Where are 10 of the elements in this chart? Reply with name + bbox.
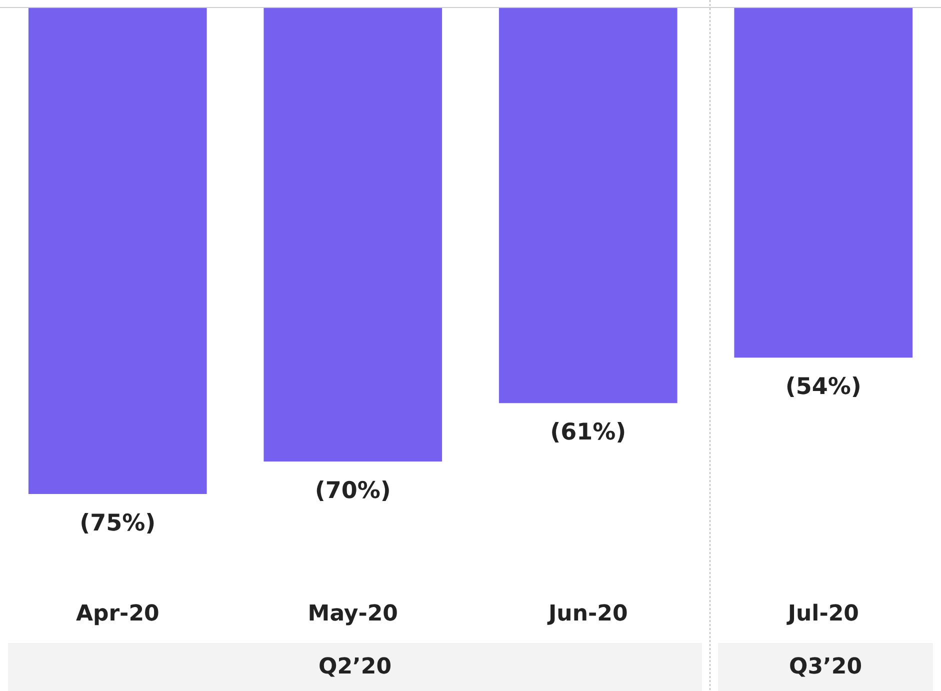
data-label: (54%) — [785, 374, 862, 400]
x-tick-label: Jun-20 — [546, 602, 628, 626]
x-tick-label: Jul-20 — [786, 602, 859, 626]
text: Q2’20 — [318, 654, 392, 680]
x-tick-label: Apr-20 — [76, 602, 160, 626]
text: Q3’20 — [789, 654, 862, 680]
x-tick-label: May-20 — [308, 602, 398, 626]
data-label: (75%) — [80, 510, 156, 536]
data-label: (61%) — [550, 420, 626, 446]
data-label: (70%) — [314, 478, 391, 504]
